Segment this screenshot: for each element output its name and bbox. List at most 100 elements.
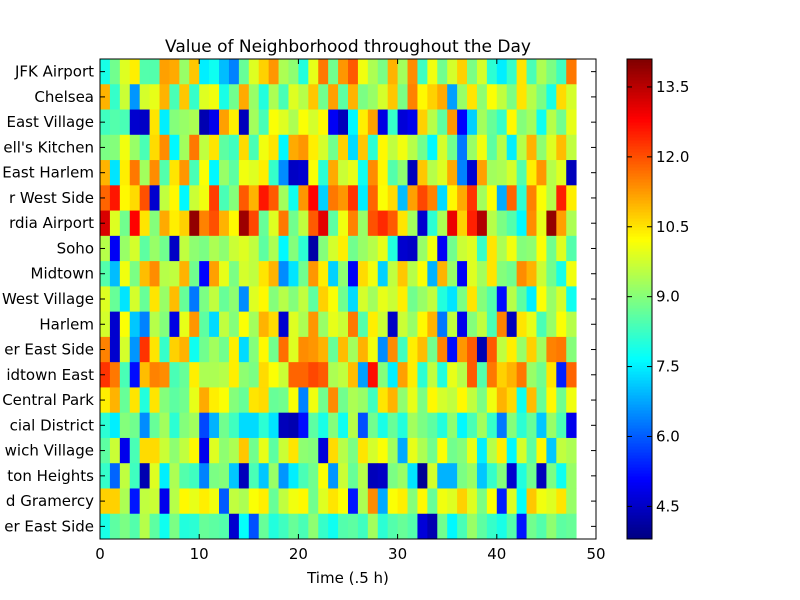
heatmap-cell — [199, 160, 210, 186]
heatmap-cell — [467, 84, 478, 110]
heatmap-cell — [318, 362, 329, 388]
x-axis: 0 10 20 30 40 50 — [95, 59, 606, 563]
heatmap-cell — [129, 185, 141, 211]
heatmap-cell — [189, 488, 200, 515]
heatmap-cell — [288, 286, 299, 313]
heatmap-cell — [129, 235, 141, 262]
colorbar-tick-label: 10.5 — [656, 218, 689, 236]
heatmap-cell — [129, 286, 141, 313]
colorbar-segment — [627, 266, 652, 270]
heatmap-cell — [427, 362, 438, 388]
colorbar-segment — [627, 416, 652, 420]
colorbar-segment — [627, 182, 652, 186]
colorbar-segment — [627, 221, 652, 225]
heatmap-cell — [179, 261, 190, 287]
y-tick-label: Midtown — [31, 265, 94, 283]
heatmap-cell — [407, 261, 418, 287]
colorbar-segment — [627, 455, 652, 459]
colorbar-segment — [627, 296, 652, 300]
heatmap-cell — [179, 84, 190, 110]
heatmap-cell — [387, 84, 398, 110]
heatmap-cell — [496, 387, 508, 414]
heatmap-cell — [159, 311, 170, 338]
heatmap-cell — [447, 235, 458, 262]
heatmap-cell — [238, 362, 250, 388]
heatmap-cell — [367, 160, 379, 186]
heatmap-cell — [278, 387, 289, 414]
heatmap-cell — [387, 488, 398, 515]
heatmap-cell — [427, 311, 438, 338]
heatmap-cell — [228, 210, 240, 237]
heatmap-cell — [100, 412, 111, 439]
heatmap-cell — [496, 84, 508, 110]
heatmap-cell — [308, 412, 319, 439]
heatmap-cell — [397, 336, 408, 363]
heatmap-cell — [556, 160, 567, 186]
y-tick-label: r West Side — [9, 189, 94, 207]
heatmap-cell — [407, 336, 418, 363]
heatmap-cell — [288, 437, 299, 464]
heatmap-cell — [407, 488, 418, 515]
heatmap-cell — [566, 387, 577, 414]
heatmap-cell — [457, 286, 468, 313]
heatmap-cell — [427, 513, 438, 540]
heatmap-cell — [506, 463, 518, 489]
colorbar-segment — [627, 239, 652, 243]
heatmap-cell — [526, 185, 537, 211]
heatmap-cell — [298, 134, 309, 161]
heatmap-cell — [328, 412, 339, 439]
heatmap-cell — [357, 185, 369, 211]
y-tick-label: Chelsea — [34, 88, 94, 106]
heatmap-cell — [209, 336, 220, 363]
heatmap-cell — [199, 513, 210, 540]
heatmap-cell — [318, 84, 329, 110]
heatmap-cell — [159, 261, 170, 287]
heatmap-cell — [556, 286, 567, 313]
heatmap-cell — [476, 488, 488, 515]
heatmap-cell — [109, 185, 121, 211]
heatmap-cell — [318, 463, 329, 489]
heatmap-cell — [467, 59, 478, 85]
heatmap-cell — [387, 286, 398, 313]
colorbar-segment — [627, 242, 652, 246]
colorbar-segment — [627, 128, 652, 132]
colorbar-segment — [627, 269, 652, 273]
heatmap-cell — [308, 84, 319, 110]
heatmap-cell — [248, 513, 260, 540]
heatmap-cell — [278, 261, 289, 287]
heatmap-cell — [397, 235, 408, 262]
heatmap-cell — [278, 210, 289, 237]
heatmap-cell — [566, 59, 577, 85]
heatmap-cell — [556, 84, 567, 110]
heatmap-cell — [377, 437, 389, 464]
heatmap-cell — [397, 311, 408, 338]
colorbar-segment — [627, 179, 652, 183]
heatmap-cell — [566, 210, 577, 237]
heatmap-cell — [546, 109, 557, 136]
heatmap-cell — [238, 134, 250, 161]
heatmap-cell — [407, 84, 418, 110]
heatmap-cell — [268, 134, 279, 161]
heatmap-cell — [139, 412, 150, 439]
heatmap-cell — [100, 59, 111, 85]
colorbar-segment — [627, 89, 652, 93]
heatmap-cell — [546, 437, 557, 464]
heatmap-cell — [228, 437, 240, 464]
heatmap-cell — [258, 160, 270, 186]
y-tick-label: West Village — [2, 290, 94, 308]
heatmap-cell — [189, 59, 200, 85]
heatmap-cell — [377, 387, 389, 414]
heatmap-cell — [546, 513, 557, 540]
heatmap-cell — [546, 387, 557, 414]
colorbar-segment — [627, 251, 652, 255]
heatmap-cell — [238, 513, 250, 540]
heatmap-cell — [556, 134, 567, 161]
heatmap-cell — [199, 362, 210, 388]
heatmap-cell — [427, 488, 438, 515]
heatmap-cell — [219, 134, 230, 161]
x-tick-label: 20 — [289, 545, 308, 563]
heatmap-cell — [506, 59, 518, 85]
heatmap-cell — [506, 488, 518, 515]
colorbar-segment — [627, 197, 652, 201]
heatmap-cell — [278, 235, 289, 262]
